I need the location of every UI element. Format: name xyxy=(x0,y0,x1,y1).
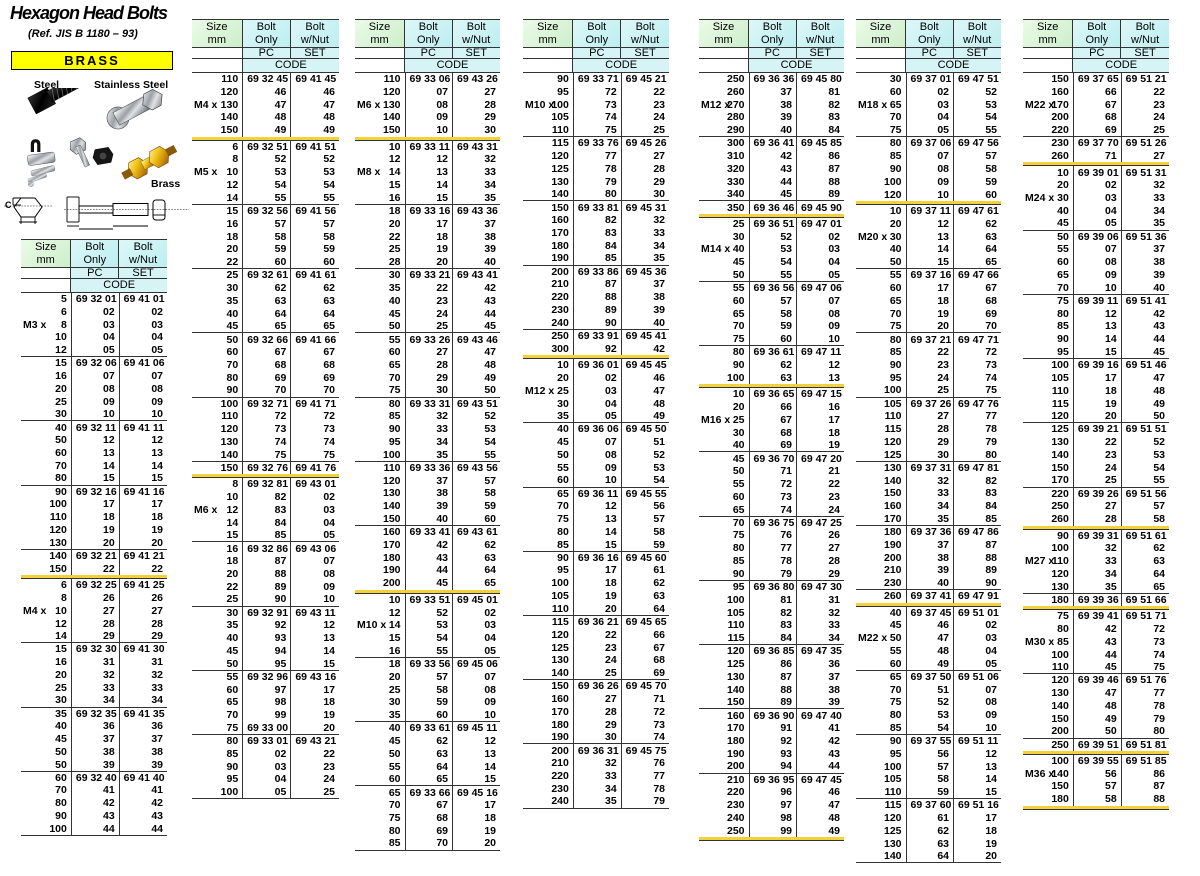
svg-text:B: B xyxy=(24,223,31,233)
svg-text:T: T xyxy=(61,197,67,207)
svg-text:D: D xyxy=(59,206,66,216)
svg-text:C: C xyxy=(5,200,12,210)
svg-text:d1: d1 xyxy=(86,204,97,214)
svg-text:I: I xyxy=(60,218,62,225)
